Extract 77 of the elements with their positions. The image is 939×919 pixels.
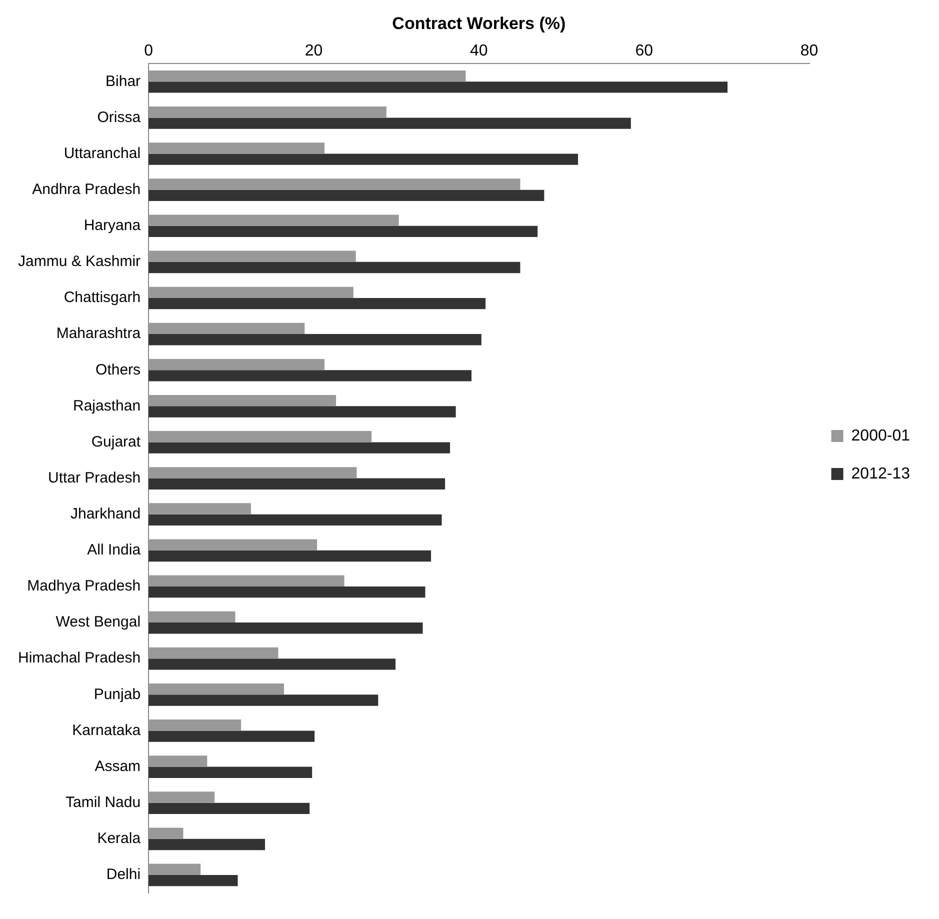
y-tick-label: Madhya Pradesh [27,578,141,595]
bar [148,250,356,262]
bar [148,611,236,623]
bar [148,322,305,334]
x-axis-title: Contract Workers (%) [392,14,566,33]
y-tick-label: Rajasthan [73,397,141,414]
bar [148,106,386,118]
bar [148,82,728,93]
bar [148,694,378,706]
bar [148,478,446,490]
bar [148,395,336,406]
bar [148,467,357,478]
bar [148,154,578,165]
bar [148,298,486,310]
y-tick-label: Maharashtra [56,325,142,342]
y-tick-label: Jammu & Kashmir [18,253,141,270]
y-tick-label: Jharkhand [70,506,141,522]
legend-label: 2000-01 [851,427,910,444]
bar [148,756,208,767]
bar [148,262,520,274]
bar [148,539,318,550]
bar [148,683,284,695]
bar [148,370,472,382]
bar [148,575,344,586]
x-tick-label: 0 [144,42,154,60]
bar [148,190,544,201]
y-tick-label: Haryana [84,217,142,234]
bar [148,286,354,298]
bar [148,647,278,659]
bar [148,828,184,839]
y-tick-label: Chattisgarh [64,289,141,306]
bar [148,658,396,670]
bar [148,142,324,154]
y-tick-label: Uttaranchal [64,144,141,162]
bar [148,70,466,82]
y-tick-label: Punjab [94,686,141,703]
y-tick-label: Uttar Pradesh [48,469,141,486]
bar [148,431,372,442]
bar [148,503,251,514]
bar [148,550,432,562]
y-tick-label: Orissa [97,108,142,126]
y-tick-label: Others [96,361,141,378]
x-tick-label: 60 [635,42,654,60]
bar [148,214,399,226]
bar [148,792,215,803]
y-tick-label: Andhra Pradesh [32,180,141,198]
bar [148,838,266,850]
y-tick-label: All India [87,542,142,559]
bar [148,864,201,875]
y-tick-label: Karnataka [72,722,142,739]
bar [148,730,315,742]
bar [148,406,456,418]
y-tick-label: West Bengal [56,614,141,631]
bar [148,874,238,886]
bar [148,802,310,814]
bar [148,622,423,634]
x-tick-label: 20 [304,42,323,60]
bar [148,118,631,129]
bar [148,226,538,238]
legend-label: 2012-13 [851,465,910,482]
bar [148,358,324,370]
y-tick-label: Himachal Pradesh [18,650,141,667]
y-tick-label: Gujarat [91,433,142,450]
y-tick-label: Kerala [97,830,142,848]
y-tick-label: Tamil Nadu [66,794,141,811]
x-tick-label: 80 [800,42,818,60]
bar [148,178,520,190]
bar [148,334,482,346]
bar [148,442,450,454]
bar [148,766,312,778]
bar [148,514,442,526]
bar [148,720,242,731]
y-tick-label: Assam [94,758,141,775]
bar [148,586,426,598]
y-tick-label: Delhi [106,866,141,884]
y-tick-label: Bihar [106,72,141,90]
x-tick-label: 40 [470,42,488,60]
